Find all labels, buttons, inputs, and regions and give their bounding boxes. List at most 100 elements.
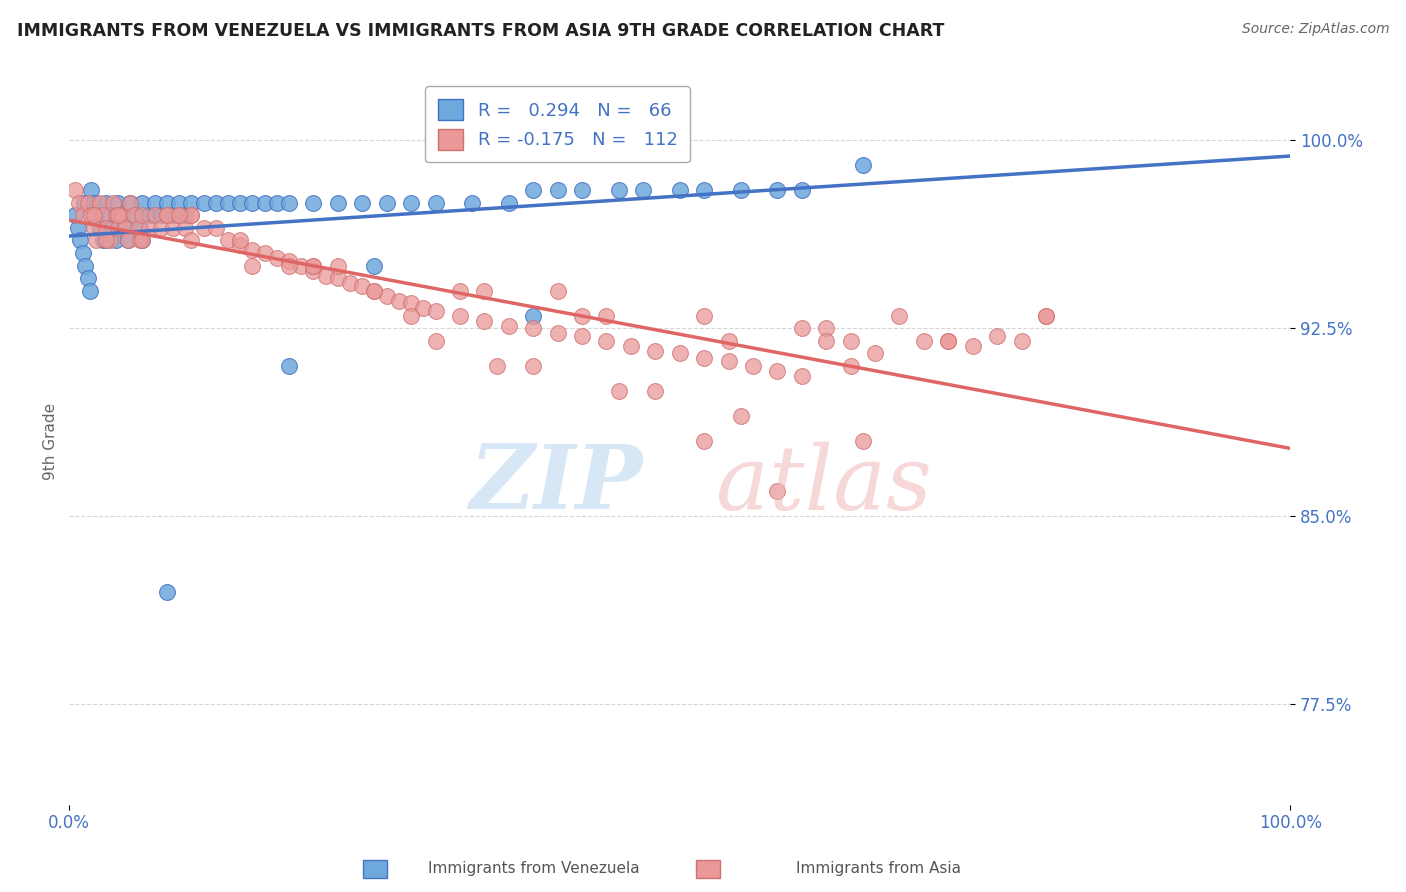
Point — [193, 195, 215, 210]
Point — [522, 321, 544, 335]
Y-axis label: 9th Grade: 9th Grade — [44, 402, 58, 480]
Point — [425, 195, 447, 210]
Point — [120, 195, 142, 210]
Point — [278, 195, 301, 210]
Point — [103, 195, 125, 210]
Point — [66, 220, 89, 235]
Point — [399, 296, 422, 310]
Point — [94, 234, 117, 248]
Point — [412, 301, 434, 315]
Point — [104, 208, 127, 222]
Point — [217, 195, 239, 210]
Point — [339, 276, 361, 290]
Point — [75, 259, 97, 273]
Point — [717, 334, 740, 348]
Point — [131, 234, 153, 248]
Point — [278, 259, 301, 273]
Point — [644, 384, 666, 398]
Point — [472, 314, 495, 328]
Point — [278, 253, 301, 268]
Point — [69, 234, 91, 248]
Point — [83, 208, 105, 222]
Point — [363, 284, 385, 298]
Point — [485, 359, 508, 373]
Point — [76, 195, 98, 210]
Point — [180, 208, 202, 222]
Point — [461, 195, 484, 210]
Point — [522, 359, 544, 373]
Point — [668, 346, 690, 360]
Point — [425, 334, 447, 348]
Point — [472, 284, 495, 298]
Point — [962, 339, 984, 353]
Point — [204, 195, 226, 210]
Point — [315, 268, 337, 283]
Point — [693, 351, 716, 366]
Point — [110, 208, 132, 222]
Point — [607, 183, 630, 197]
Point — [253, 246, 276, 260]
Point — [84, 234, 107, 248]
Point — [72, 246, 94, 260]
Point — [278, 359, 301, 373]
Point — [631, 183, 654, 197]
Point — [266, 251, 288, 265]
Point — [149, 220, 172, 235]
Point — [93, 208, 115, 222]
Point — [83, 220, 105, 235]
Point — [111, 208, 134, 222]
Point — [852, 434, 875, 448]
Point — [375, 288, 398, 302]
Point — [571, 309, 593, 323]
Point — [174, 220, 197, 235]
Point — [766, 183, 789, 197]
Point — [167, 208, 190, 222]
Point — [94, 195, 117, 210]
Point — [94, 220, 117, 235]
Point — [122, 208, 145, 222]
Text: atlas: atlas — [716, 442, 932, 528]
Point — [240, 259, 263, 273]
Point — [167, 195, 190, 210]
Point — [129, 234, 152, 248]
Point — [112, 220, 135, 235]
Point — [180, 234, 202, 248]
Point — [363, 259, 385, 273]
Bar — [363, 860, 387, 878]
Text: IMMIGRANTS FROM VENEZUELA VS IMMIGRANTS FROM ASIA 9TH GRADE CORRELATION CHART: IMMIGRANTS FROM VENEZUELA VS IMMIGRANTS … — [17, 22, 945, 40]
Point — [76, 271, 98, 285]
Point — [375, 195, 398, 210]
Point — [72, 208, 94, 222]
Point — [668, 183, 690, 197]
Point — [229, 234, 252, 248]
Point — [266, 195, 288, 210]
Point — [131, 195, 153, 210]
Point — [114, 220, 136, 235]
Point — [217, 234, 239, 248]
Point — [73, 195, 96, 210]
Point — [162, 220, 184, 235]
Point — [449, 309, 471, 323]
Point — [240, 195, 263, 210]
Point — [138, 208, 160, 222]
Point — [83, 195, 105, 210]
Point — [790, 368, 813, 383]
Point — [388, 293, 411, 308]
Point — [1035, 309, 1057, 323]
Point — [522, 309, 544, 323]
Point — [571, 183, 593, 197]
Point — [730, 183, 752, 197]
Point — [839, 334, 862, 348]
Point — [693, 309, 716, 323]
Point — [67, 195, 90, 210]
Point — [399, 309, 422, 323]
Point — [936, 334, 959, 348]
Point — [547, 284, 569, 298]
Point — [89, 220, 111, 235]
Point — [425, 303, 447, 318]
Point — [498, 195, 520, 210]
Point — [79, 284, 101, 298]
Point — [101, 220, 124, 235]
Point — [352, 195, 374, 210]
Point — [162, 208, 184, 222]
